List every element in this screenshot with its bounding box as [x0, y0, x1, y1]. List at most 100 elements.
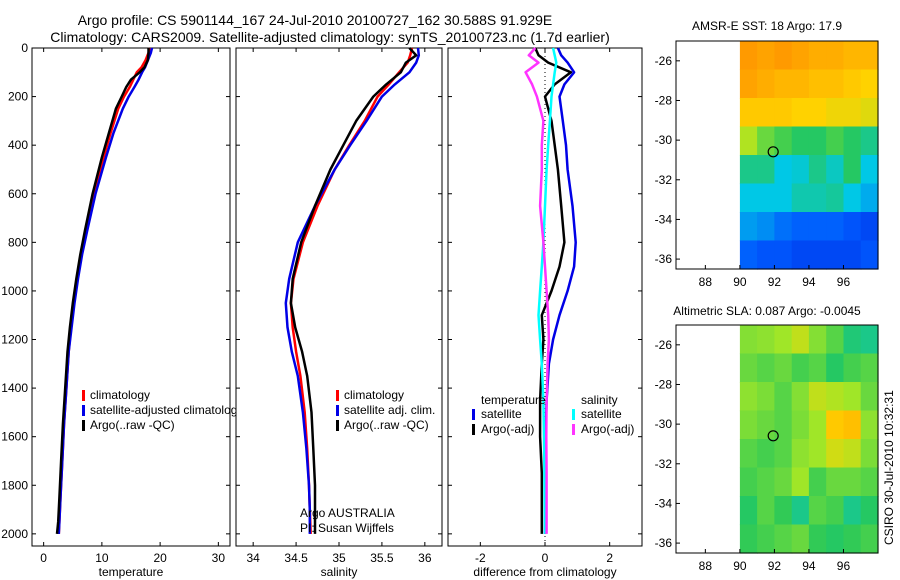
x-tick-label: 10	[95, 551, 109, 565]
heatmap-cell	[739, 524, 758, 554]
heatmap-cell	[791, 212, 810, 242]
heatmap-cell	[843, 155, 862, 185]
x-tick-label: -2	[475, 551, 486, 565]
heatmap-cell	[757, 41, 775, 71]
map-title: Altimetric SLA: 0.087 Argo: -0.0045	[673, 304, 861, 318]
x-tick-label: 90	[733, 275, 747, 289]
heatmap-cell	[860, 41, 879, 71]
y-tick-label: 1800	[1, 478, 28, 492]
heatmap-cell	[739, 126, 758, 156]
x-tick-label: 96	[837, 275, 851, 289]
y-tick-label: -30	[655, 133, 673, 147]
heatmap-cell	[808, 212, 827, 242]
heatmap-cell	[739, 325, 758, 355]
y-tick-label: 1600	[1, 430, 28, 444]
heatmap-cell	[808, 524, 827, 554]
heatmap-cell	[808, 467, 827, 497]
y-tick-label: -30	[655, 417, 673, 431]
heatmap-cell	[826, 212, 845, 242]
y-tick-label: -34	[655, 212, 673, 226]
x-tick-label: 34.5	[284, 551, 308, 565]
heatmap-cell	[808, 98, 827, 128]
heatmap-cell	[860, 382, 879, 412]
heatmap-cell	[774, 410, 793, 440]
y-tick-label: -36	[655, 536, 673, 550]
heatmap-cell	[843, 41, 862, 71]
heatmap-cell	[843, 240, 862, 270]
heatmap-cell	[808, 126, 827, 156]
heatmap-cell	[843, 467, 862, 497]
map-frame	[675, 40, 879, 270]
heatmap-cell	[860, 410, 879, 440]
heatmap-cell	[774, 353, 793, 383]
heatmap-cell	[791, 410, 810, 440]
heatmap-cell	[826, 98, 845, 128]
heatmap-cell	[757, 410, 775, 440]
heatmap-cell	[860, 240, 879, 270]
heatmap-cell	[826, 41, 845, 71]
heatmap-cell	[826, 467, 845, 497]
heatmap-cell	[843, 126, 862, 156]
annotation-text: Argo AUSTRALIA	[300, 506, 395, 520]
legend-swatch	[472, 409, 475, 420]
heatmap-cell	[791, 524, 810, 554]
heatmap-cell	[774, 240, 793, 270]
legend-swatch	[336, 390, 339, 401]
heatmap-cell	[808, 325, 827, 355]
heatmap-cell	[774, 524, 793, 554]
heatmap-cell	[826, 240, 845, 270]
heatmap-cell	[757, 240, 775, 270]
heatmap-cell	[774, 325, 793, 355]
heatmap-cell	[739, 212, 758, 242]
legend-swatch	[472, 424, 475, 435]
heatmap-cell	[843, 69, 862, 99]
x-tick-label: 20	[153, 551, 167, 565]
x-tick-label: 96	[837, 559, 851, 573]
annotation-text: PI: Susan Wijffels	[300, 521, 394, 535]
heatmap-cell	[739, 496, 758, 526]
y-tick-label: 800	[8, 235, 28, 249]
heatmap-cell	[757, 155, 775, 185]
heatmap-cell	[843, 183, 862, 213]
series-line-argo-raw-qc-	[289, 47, 418, 534]
heatmap-cell	[774, 98, 793, 128]
x-tick-label: 35.5	[370, 551, 394, 565]
heatmap-cell	[757, 212, 775, 242]
heatmap-cell	[826, 69, 845, 99]
heatmap-cell	[860, 126, 879, 156]
heatmap-cell	[860, 467, 879, 497]
heatmap-cell	[791, 439, 810, 469]
y-tick-label: 2000	[1, 527, 28, 541]
x-tick-label: 94	[802, 275, 816, 289]
heatmap-cell	[757, 183, 775, 213]
heatmap-cell	[808, 240, 827, 270]
heatmap-cell	[739, 467, 758, 497]
legend-label: satellite adj. clim.	[344, 403, 435, 417]
heatmap-cell	[808, 410, 827, 440]
heatmap-cell	[843, 524, 862, 554]
heatmap-cell	[757, 325, 775, 355]
heatmap-cell	[791, 155, 810, 185]
y-tick-label: -28	[655, 377, 673, 391]
salinity-panel: 34 34.5 35 35.5 36 salinity climatologysatelli…	[235, 47, 443, 579]
heatmap-cell	[739, 439, 758, 469]
heatmap-cell	[739, 382, 758, 412]
heatmap-cell	[860, 155, 879, 185]
heatmap-cell	[808, 496, 827, 526]
heatmap-cell	[739, 155, 758, 185]
x-tick-label: 92	[768, 559, 782, 573]
heatmap-cell	[843, 496, 862, 526]
sst-map-panel: AMSR-E SST: 18 Argo: 17.9 88 90 92 94 96 -26 -2…	[655, 19, 879, 289]
legend-label: Argo(-adj)	[481, 422, 534, 436]
chart-title-line1: Argo profile: CS 5901144_167 24-Jul-2010…	[77, 12, 553, 28]
x-tick-label: 0	[40, 551, 47, 565]
argo-location-marker	[767, 430, 779, 442]
heatmap-cell	[757, 69, 775, 99]
legend-label: satellite	[581, 407, 622, 421]
heatmap-cell	[757, 382, 775, 412]
legend-label: climatology	[344, 388, 404, 402]
y-tick-label: 200	[8, 90, 28, 104]
heatmap-cell	[843, 382, 862, 412]
y-tick-label: -28	[655, 93, 673, 107]
